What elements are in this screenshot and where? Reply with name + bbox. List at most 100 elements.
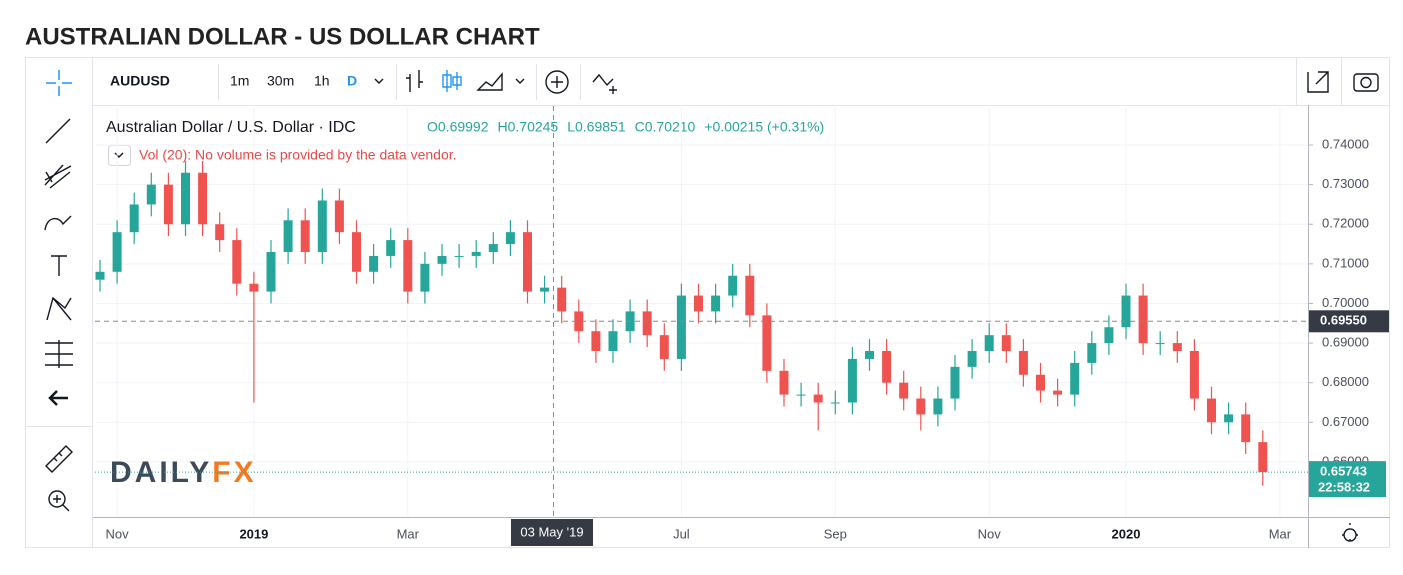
interval[interactable]: D: [347, 73, 357, 89]
candle-body: [1036, 374, 1045, 391]
candle-body: [523, 232, 532, 292]
candle-body: [215, 224, 225, 241]
candle-body: [591, 331, 601, 352]
candle-body: [471, 251, 481, 256]
ohlc-value: L0.69851: [567, 119, 626, 135]
candle-body: [317, 200, 327, 252]
candle-body: [1155, 343, 1165, 345]
y-tick-label: 0.72000: [1322, 216, 1369, 231]
chart-frame: [25, 57, 1390, 548]
candle-body: [933, 398, 943, 415]
candle-body: [1138, 295, 1148, 344]
candle-body: [1189, 351, 1199, 399]
candle-body: [403, 240, 413, 292]
volume-note: Vol (20): No volume is provided by the d…: [139, 147, 457, 163]
crosshair-date: 03 May '19: [520, 524, 583, 539]
ruler-tool[interactable]: [45, 445, 73, 473]
symbol[interactable]: AUDUSD: [110, 73, 170, 89]
candle-body: [813, 394, 823, 403]
last-price-box: [1309, 461, 1386, 498]
dropdown-icon[interactable]: [374, 78, 384, 84]
candle-body: [505, 232, 515, 245]
candle-body: [129, 204, 139, 233]
ohlc-value: C0.70210: [635, 119, 696, 135]
candle-body: [420, 263, 430, 292]
ohlc-value: +0.00215 (+0.31%): [704, 119, 824, 135]
candle-body: [146, 184, 156, 205]
candle-body: [1087, 343, 1097, 363]
candle-body: [1104, 327, 1114, 344]
candle-body: [1121, 295, 1131, 328]
fib-tool[interactable]: [44, 164, 72, 189]
watermark-part: DAILY: [110, 456, 212, 489]
candle-body: [728, 275, 738, 296]
y-tick-label: 0.67000: [1322, 414, 1369, 429]
fullscreen-icon[interactable]: [1307, 71, 1329, 93]
compare-icon: [551, 76, 563, 88]
camera-icon: [1360, 76, 1372, 89]
plot: [95, 105, 1308, 517]
candle-body: [557, 287, 567, 312]
candle-body: [830, 402, 840, 404]
candle-body: [745, 275, 755, 316]
candle-body: [676, 295, 686, 359]
candle-body: [711, 295, 721, 312]
ohlc-value: H0.70245: [498, 119, 559, 135]
y-tick-label: 0.69000: [1322, 335, 1369, 350]
candle-body: [300, 220, 310, 252]
candle-body: [1070, 362, 1080, 395]
x-tick-label: Jul: [673, 526, 690, 541]
x-tick-label: Mar: [1269, 526, 1292, 541]
collapse-button[interactable]: [108, 145, 131, 166]
y-tick-label: 0.71000: [1322, 255, 1369, 270]
candle-body: [1172, 343, 1182, 352]
candle-body: [967, 351, 977, 367]
countdown: 22:58:32: [1318, 480, 1370, 495]
candle-body: [762, 315, 772, 371]
candle-body: [899, 382, 909, 399]
page-title: AUSTRALIAN DOLLAR - US DOLLAR CHART: [25, 23, 540, 50]
trendline-tool[interactable]: [45, 118, 71, 144]
indicators-icon[interactable]: [592, 73, 617, 94]
interval[interactable]: 1m: [230, 73, 249, 89]
candle-body: [232, 240, 242, 284]
y-tick-label: 0.70000: [1322, 295, 1369, 310]
text-tool[interactable]: [51, 255, 67, 276]
candle-body: [488, 244, 498, 252]
measure-tool[interactable]: [45, 340, 73, 368]
candles-icon[interactable]: [442, 70, 462, 92]
candle-body: [266, 251, 276, 292]
camera-icon[interactable]: [1353, 73, 1379, 92]
collapse-tool[interactable]: [48, 390, 68, 406]
candle-body: [1224, 414, 1234, 423]
dropdown-icon[interactable]: [515, 78, 525, 84]
watermark-part: FX: [212, 456, 256, 489]
interval[interactable]: 30m: [267, 73, 294, 89]
crosshair-price: 0.69550: [1320, 313, 1367, 328]
candle-body: [352, 232, 361, 272]
area-icon[interactable]: [476, 72, 503, 91]
zoom-tool[interactable]: [48, 490, 66, 508]
candle-body: [659, 335, 669, 359]
crosshair-tool[interactable]: [46, 70, 72, 96]
brush-tool[interactable]: [44, 215, 72, 231]
candle-body: [694, 295, 703, 312]
candle-body: [1241, 414, 1251, 443]
compare-icon[interactable]: [545, 70, 569, 94]
bars-icon[interactable]: [406, 70, 423, 92]
candle-body: [796, 394, 806, 396]
candle-body: [283, 220, 293, 252]
x-tick-label: 2019: [239, 526, 268, 541]
candle-body: [334, 200, 344, 233]
symbol-title: Australian Dollar / U.S. Dollar · IDC: [106, 119, 356, 136]
x-tick-label: Nov: [978, 526, 1002, 541]
candle-body: [1001, 335, 1011, 352]
crosshair-date-box: [511, 519, 593, 546]
zoom-tool: [53, 495, 70, 512]
settings-icon[interactable]: [1342, 523, 1358, 542]
last-price: 0.65743: [1320, 464, 1367, 479]
pattern-tool[interactable]: [46, 296, 72, 321]
y-tick-label: 0.73000: [1322, 176, 1369, 191]
candle-body: [950, 366, 960, 399]
interval[interactable]: 1h: [314, 73, 330, 89]
